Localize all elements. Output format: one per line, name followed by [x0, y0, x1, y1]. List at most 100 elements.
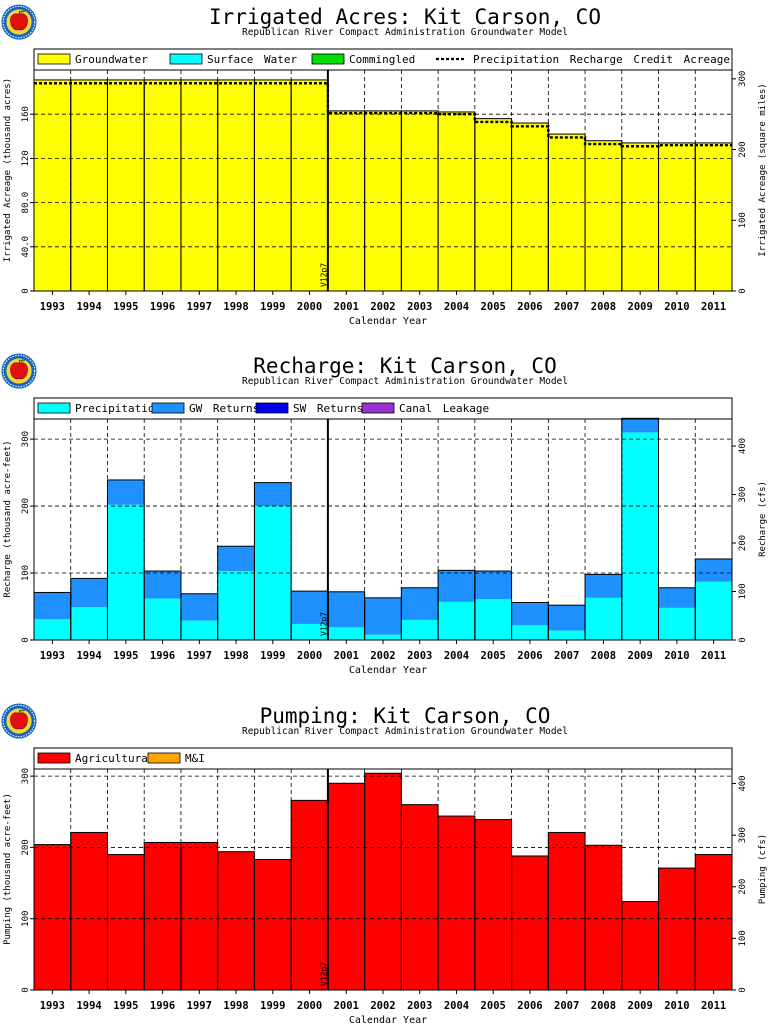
legend-label: Canal Leakage	[399, 402, 489, 415]
bar-precipitation	[511, 625, 549, 640]
x-tick-label: 2001	[334, 650, 359, 662]
y-axis-left: 0 40.0 80.0 120 160 Irrigated Acreage (thousa…	[3, 78, 34, 294]
bar-agricultural	[438, 816, 475, 990]
gridlines	[34, 769, 732, 990]
y-axis-label: Pumping (thousand acre-feet)	[3, 793, 13, 945]
x-tick-label: 1995	[113, 1000, 138, 1012]
y-tick-label-right: 0	[738, 288, 748, 293]
series-precipitation	[34, 432, 732, 640]
x-tick-label: 2000	[297, 1000, 322, 1012]
bar-agricultural	[474, 819, 512, 990]
credit-acreage-line	[34, 82, 732, 148]
legend-swatch	[361, 402, 395, 414]
x-tick-label: 1999	[260, 301, 285, 313]
x-tick-label: 1999	[260, 650, 285, 662]
bar-agricultural	[254, 859, 292, 990]
x-axis: 1993 1994 1995 1996 1997 1998 1999 2000 2001 2002…	[40, 291, 726, 327]
x-tick-label: 1999	[260, 1000, 285, 1012]
x-tick-label: 2004	[444, 301, 469, 313]
legend-swatch	[37, 752, 71, 764]
y-tick-label-right: 300	[738, 71, 748, 87]
y-tick-label: 200	[21, 498, 31, 514]
y-tick-label: 0	[21, 288, 31, 293]
x-tick-label: 1998	[223, 301, 248, 313]
chart-title: Pumping: Kit Carson, CO	[260, 704, 551, 728]
bar-gw-returns	[548, 605, 586, 631]
x-tick-label: 2009	[628, 301, 653, 313]
bar-gw-returns	[658, 587, 696, 608]
bar-gw-returns	[401, 587, 439, 620]
x-axis-label: Calendar Year	[349, 1015, 427, 1024]
x-tick-label: 2009	[628, 650, 653, 662]
series-groundwater	[34, 79, 732, 292]
x-tick-label: 2006	[517, 1000, 542, 1012]
x-tick-label: 1997	[187, 301, 212, 313]
bar-groundwater	[180, 79, 218, 291]
x-tick-label: 1997	[187, 1000, 212, 1012]
bar-agricultural	[401, 804, 439, 990]
x-tick-label: 2004	[444, 650, 469, 662]
bar-precipitation	[107, 504, 145, 640]
bar-groundwater	[621, 142, 659, 291]
y-tick-label-right: 200	[738, 141, 748, 157]
legend-label: Agricultural	[75, 752, 154, 765]
y-axis-label-right: Pumping (cfs)	[758, 834, 768, 904]
x-tick-label: 2007	[554, 650, 579, 662]
legend-label: M&I	[185, 752, 205, 765]
x-tick-label: 2011	[701, 1000, 726, 1012]
x-tick-label: 1995	[113, 301, 138, 313]
legend-swatch	[151, 402, 185, 414]
x-tick-label: 2005	[481, 650, 506, 662]
x-tick-label: 1997	[187, 650, 212, 662]
bar-gw-returns	[621, 418, 659, 433]
y-tick-label-right: 100	[738, 583, 748, 599]
bar-agricultural	[364, 773, 402, 990]
bar-precipitation	[327, 627, 365, 640]
y-tick-label: 100	[21, 911, 31, 927]
x-tick-label: 1996	[150, 650, 175, 662]
x-tick-label: 2005	[481, 1000, 506, 1012]
bar-groundwater	[34, 79, 71, 291]
x-tick-label: 1998	[223, 1000, 248, 1012]
x-axis-label: Calendar Year	[349, 665, 427, 676]
bar-precipitation	[401, 619, 439, 640]
bar-precipitation	[34, 619, 71, 640]
bar-gw-returns	[585, 574, 622, 598]
legend: Groundwater Surface Water Commingled Precip…	[37, 53, 730, 66]
x-tick-label: 1996	[150, 301, 175, 313]
y-tick-label: 200	[21, 839, 31, 855]
x-tick-label: 1993	[40, 301, 65, 313]
bar-gw-returns	[70, 578, 108, 608]
bar-groundwater	[327, 110, 365, 291]
apple-logo-icon	[1, 702, 37, 740]
bar-gw-returns	[511, 602, 549, 626]
bar-groundwater	[144, 79, 181, 291]
legend-label: Precipitation Recharge Credit Acreage	[473, 53, 730, 66]
bar-gw-returns	[34, 592, 71, 620]
x-axis: 1993 1994 1995 1996 1997 1998 1999 2000 2001 2002…	[40, 640, 726, 676]
bar-gw-returns	[291, 591, 328, 624]
bar-agricultural	[511, 855, 549, 990]
legend-swatch	[311, 53, 345, 65]
bar-agricultural	[658, 868, 696, 990]
bar-agricultural	[107, 854, 145, 990]
x-tick-label: 2000	[297, 650, 322, 662]
bar-groundwater	[511, 123, 549, 291]
bar-agricultural	[548, 832, 586, 990]
bar-groundwater	[217, 79, 255, 291]
bar-precipitation	[474, 599, 512, 640]
y-tick-label: 120	[21, 150, 31, 166]
chart-subtitle: Republican River Compact Administration …	[242, 27, 568, 38]
x-tick-label: 1993	[40, 650, 65, 662]
bar-agricultural	[217, 851, 255, 990]
y-tick-label: 40.0	[21, 236, 31, 258]
y-axis-left: 0 100 200 300 Pumping (thousand acre-feet)	[3, 768, 34, 993]
x-tick-label: 2007	[554, 301, 579, 313]
bar-groundwater	[585, 140, 622, 291]
bar-gw-returns	[695, 558, 732, 582]
legend-swatch	[147, 752, 181, 764]
legend: Agricultural M&I	[37, 752, 205, 765]
